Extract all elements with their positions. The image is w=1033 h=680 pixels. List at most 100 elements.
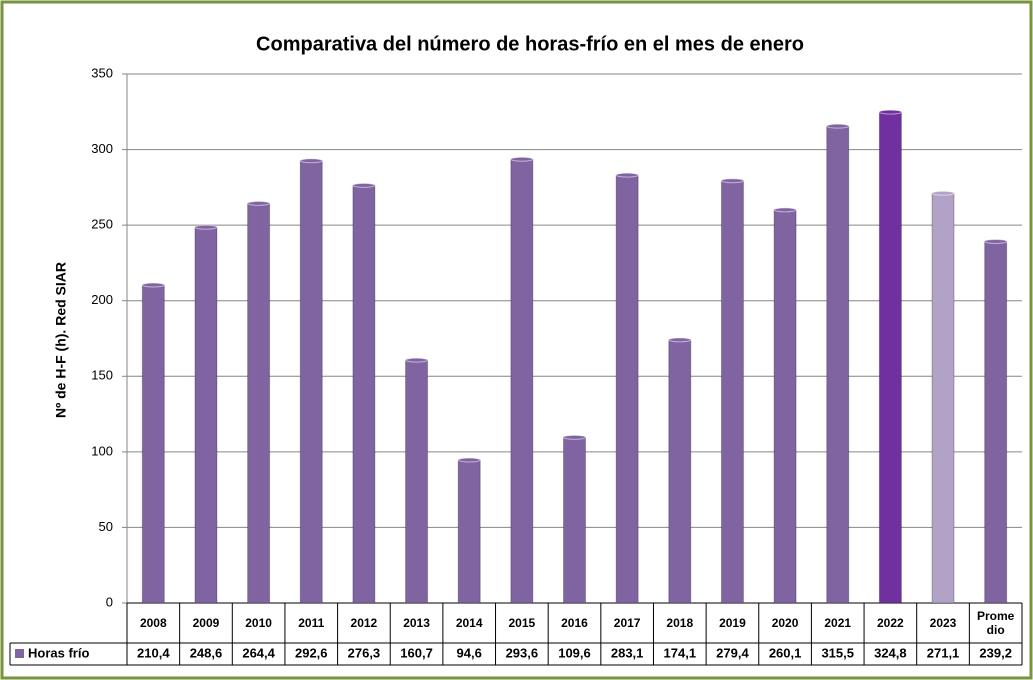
- bar-top: [563, 434, 586, 440]
- x-tick-label: 2008: [139, 616, 167, 630]
- x-tick-cell: 2019: [706, 603, 759, 643]
- bar-top: [457, 457, 481, 463]
- bar: [299, 160, 323, 604]
- y-axis-label: Nº de H-F (h). Red SIAR: [53, 262, 69, 418]
- bar: [510, 158, 534, 604]
- value-label: 293,6: [506, 645, 539, 660]
- x-tick-cell-box: 2023: [917, 603, 970, 643]
- bar-top: [668, 337, 692, 343]
- x-tick-cell-box: 2013: [390, 603, 443, 643]
- x-tick-cell-box: Promedio: [969, 603, 1022, 643]
- x-tick-cell-box: 2015: [496, 603, 549, 643]
- x-tick-label: 2011: [298, 616, 325, 630]
- x-tick-label: 2020: [771, 616, 799, 630]
- bar: [194, 226, 218, 604]
- value-label: 94,6: [457, 645, 482, 660]
- value-label: 324,8: [874, 645, 907, 660]
- x-tick-label: Promedio: [976, 609, 1015, 637]
- x-tick-cell-box: 2017: [601, 603, 654, 643]
- x-tick-cell-box: 2022: [864, 603, 917, 643]
- y-tick-label: 50: [99, 519, 113, 534]
- value-label: 276,3: [348, 645, 381, 660]
- x-tick-cell-box: 2012: [338, 603, 391, 643]
- x-tick-cell: 2018: [666, 616, 694, 630]
- bar: [247, 202, 271, 604]
- x-tick-label: 2010: [245, 616, 272, 630]
- value-label: 292,6: [295, 645, 328, 660]
- x-tick-label: 2021: [824, 616, 852, 630]
- bar: [720, 180, 744, 604]
- bar-top: [615, 172, 639, 178]
- x-tick-cell: 2010: [232, 603, 285, 643]
- x-tick-cell: 2011: [285, 603, 338, 643]
- bar-top: [878, 109, 902, 115]
- value-label: 271,1: [927, 645, 960, 660]
- x-tick-cell: 2021: [811, 603, 864, 643]
- x-tick-cell: Promedio: [969, 603, 1022, 643]
- x-tick-label: 2009: [192, 616, 220, 630]
- bar: [405, 359, 429, 604]
- bar-top: [405, 357, 429, 363]
- x-tick-cell: 2008: [139, 616, 167, 630]
- bar-top: [141, 282, 165, 288]
- y-tick-label: 350: [91, 65, 113, 80]
- chart-title: Comparativa del número de horas-frío en …: [256, 33, 804, 55]
- x-tick-cell-box: 2019: [706, 603, 759, 643]
- x-tick-label: 2019: [719, 616, 746, 630]
- bar: [352, 184, 376, 604]
- x-tick-label: 2014: [455, 616, 483, 630]
- value-label: 109,6: [558, 645, 591, 660]
- x-tick-label: 2012: [350, 616, 378, 630]
- bar: [826, 125, 850, 604]
- value-label: 260,1: [769, 645, 802, 660]
- x-tick-label: 2018: [666, 616, 694, 630]
- x-tick-cell: 2022: [864, 603, 917, 643]
- x-tick-cell: 2009: [180, 603, 233, 643]
- y-tick-label: 150: [91, 368, 113, 383]
- bar: [615, 174, 639, 604]
- x-tick-label: 2023: [929, 616, 957, 630]
- x-tick-cell: 2013: [390, 603, 443, 643]
- bar-top: [352, 182, 376, 188]
- bar-top: [720, 178, 744, 184]
- x-tick-cell-box: 2009: [180, 603, 233, 643]
- bar-top: [773, 207, 797, 213]
- bar: [668, 339, 692, 604]
- bar: [878, 111, 902, 604]
- value-label: 160,7: [400, 645, 433, 660]
- bar-top: [931, 190, 955, 196]
- bar-top: [826, 123, 850, 129]
- x-tick-cell: 2016: [561, 616, 588, 630]
- y-tick-label: 0: [106, 594, 113, 609]
- x-tick-label: 2016: [561, 616, 588, 630]
- value-label: 239,2: [979, 645, 1012, 660]
- x-tick-cell-box: 2011: [285, 603, 338, 643]
- value-label: 174,1: [664, 645, 697, 660]
- x-tick-cell: 2014: [455, 616, 483, 630]
- x-tick-cell: 2017: [601, 603, 654, 643]
- x-tick-cell: 2020: [771, 616, 799, 630]
- legend-swatch: [15, 649, 24, 658]
- x-tick-cell-box: 2021: [811, 603, 864, 643]
- bar: [457, 459, 481, 604]
- y-tick-label: 250: [91, 217, 113, 232]
- bar: [141, 284, 165, 604]
- value-label: 315,5: [821, 645, 854, 660]
- x-tick-cell-box: 2010: [232, 603, 285, 643]
- x-tick-cell: 2015: [496, 603, 549, 643]
- x-tick-label: 2017: [613, 616, 641, 630]
- bar-top: [299, 158, 323, 164]
- bar-top: [247, 200, 271, 206]
- bar-top: [194, 224, 218, 230]
- bar-top: [984, 238, 1008, 244]
- value-label: 279,4: [716, 645, 749, 660]
- x-tick-cell: 2023: [917, 603, 970, 643]
- legend-label: Horas frío: [28, 645, 89, 660]
- y-tick-label: 300: [91, 141, 113, 156]
- bar: [984, 240, 1008, 604]
- bar: [563, 436, 586, 604]
- bar: [773, 209, 797, 604]
- value-label: 210,4: [137, 645, 170, 660]
- y-tick-label: 100: [91, 443, 113, 458]
